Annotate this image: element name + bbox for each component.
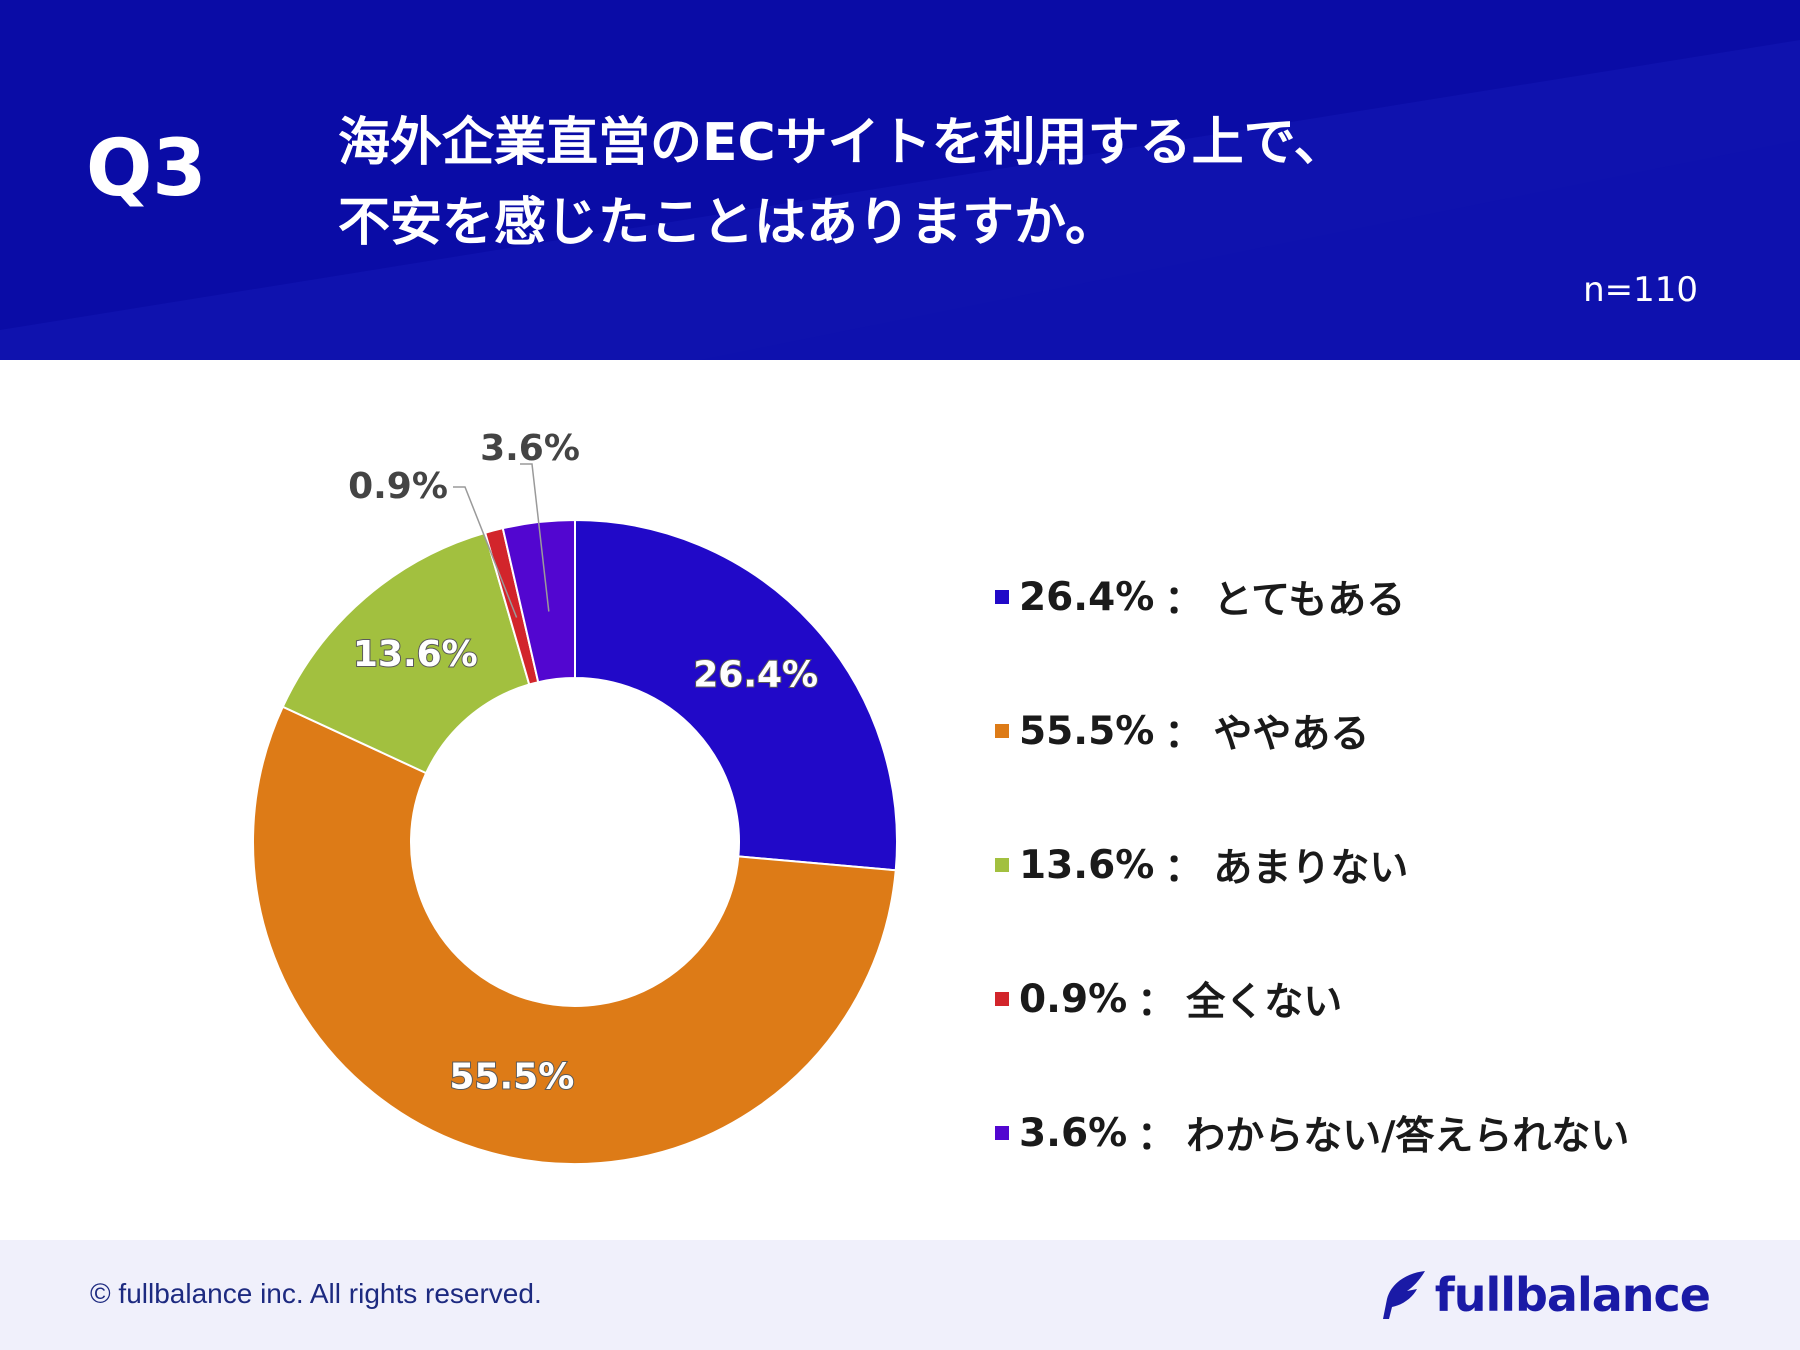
question-title-line-1: 海外企業直営のECサイトを利用する上で、 xyxy=(338,113,1346,173)
legend-value: 55.5% xyxy=(1019,708,1155,754)
chart-area: 26.4% 55.5% 13.6% 0.9% 3.6% 26.4%：とてもある 55.5%… xyxy=(0,360,1800,1240)
legend-swatch xyxy=(995,992,1009,1006)
legend-separator: ： xyxy=(1164,712,1204,757)
legend-label: 全くない xyxy=(1186,980,1343,1025)
donut-chart: 26.4% 55.5% 13.6% 0.9% 3.6% xyxy=(252,426,898,1165)
sample-size: n=110 xyxy=(1583,270,1698,310)
donut-slice-1 xyxy=(574,518,898,872)
legend-separator: ： xyxy=(1164,578,1204,623)
legend-item-1: 26.4%：とてもある xyxy=(995,530,1629,664)
header-background xyxy=(0,0,1800,360)
legend-label: わからない/答えられない xyxy=(1186,1114,1630,1159)
copyright-text: © fullbalance inc. All rights reserved. xyxy=(90,1278,542,1309)
slice-data-label-5: 3.6% xyxy=(480,428,580,469)
legend-item-5: 3.6%：わからない/答えられない xyxy=(995,1066,1629,1200)
question-title-line-2: 不安を感じたことはありますか。 xyxy=(338,193,1117,253)
question-title: 海外企業直営のECサイトを利用する上で、 不安を感じたことはありますか。 xyxy=(338,103,1346,263)
legend-swatch xyxy=(995,724,1009,738)
chart-legend: 26.4%：とてもある 55.5%：ややある 13.6%：あまりない 0.9%：全くな… xyxy=(995,530,1629,1200)
legend-item-3: 13.6%：あまりない xyxy=(995,798,1629,932)
donut-slice-3 xyxy=(281,531,531,775)
legend-value: 3.6% xyxy=(1019,1110,1128,1156)
brand-logo: fullbalance xyxy=(1379,1260,1711,1330)
legend-swatch xyxy=(995,858,1009,872)
legend-label: あまりない xyxy=(1213,846,1409,891)
leader-line-5 xyxy=(520,463,550,612)
legend-separator: ： xyxy=(1137,1114,1177,1159)
slice-data-label-4: 0.9% xyxy=(348,466,448,507)
slice-data-label-2: 55.5% xyxy=(449,1057,574,1098)
legend-value: 26.4% xyxy=(1019,574,1155,620)
legend-value: 0.9% xyxy=(1019,976,1128,1022)
donut-slice-5 xyxy=(501,518,576,684)
leader-line-4 xyxy=(453,486,518,618)
legend-separator: ： xyxy=(1137,980,1177,1025)
feather-logo-icon xyxy=(1382,1271,1425,1319)
legend-swatch xyxy=(995,590,1009,604)
logo-text: fullbalance xyxy=(1434,1268,1711,1322)
header-banner: Q3 海外企業直営のECサイトを利用する上で、 不安を感じたことはありますか。 … xyxy=(0,0,1800,360)
slice-data-label-1: 26.4% xyxy=(693,655,818,696)
legend-separator: ： xyxy=(1164,846,1204,891)
footer: © fullbalance inc. All rights reserved. … xyxy=(0,1240,1800,1350)
legend-value: 13.6% xyxy=(1019,842,1155,888)
legend-label: とてもある xyxy=(1213,578,1406,623)
legend-item-4: 0.9%：全くない xyxy=(995,932,1629,1066)
slice-data-label-3: 13.6% xyxy=(353,634,478,675)
legend-swatch xyxy=(995,1126,1009,1140)
legend-label: ややある xyxy=(1213,712,1370,757)
donut-slice-2 xyxy=(252,705,897,1165)
question-label: Q3 xyxy=(86,124,207,214)
legend-item-2: 55.5%：ややある xyxy=(995,664,1629,798)
